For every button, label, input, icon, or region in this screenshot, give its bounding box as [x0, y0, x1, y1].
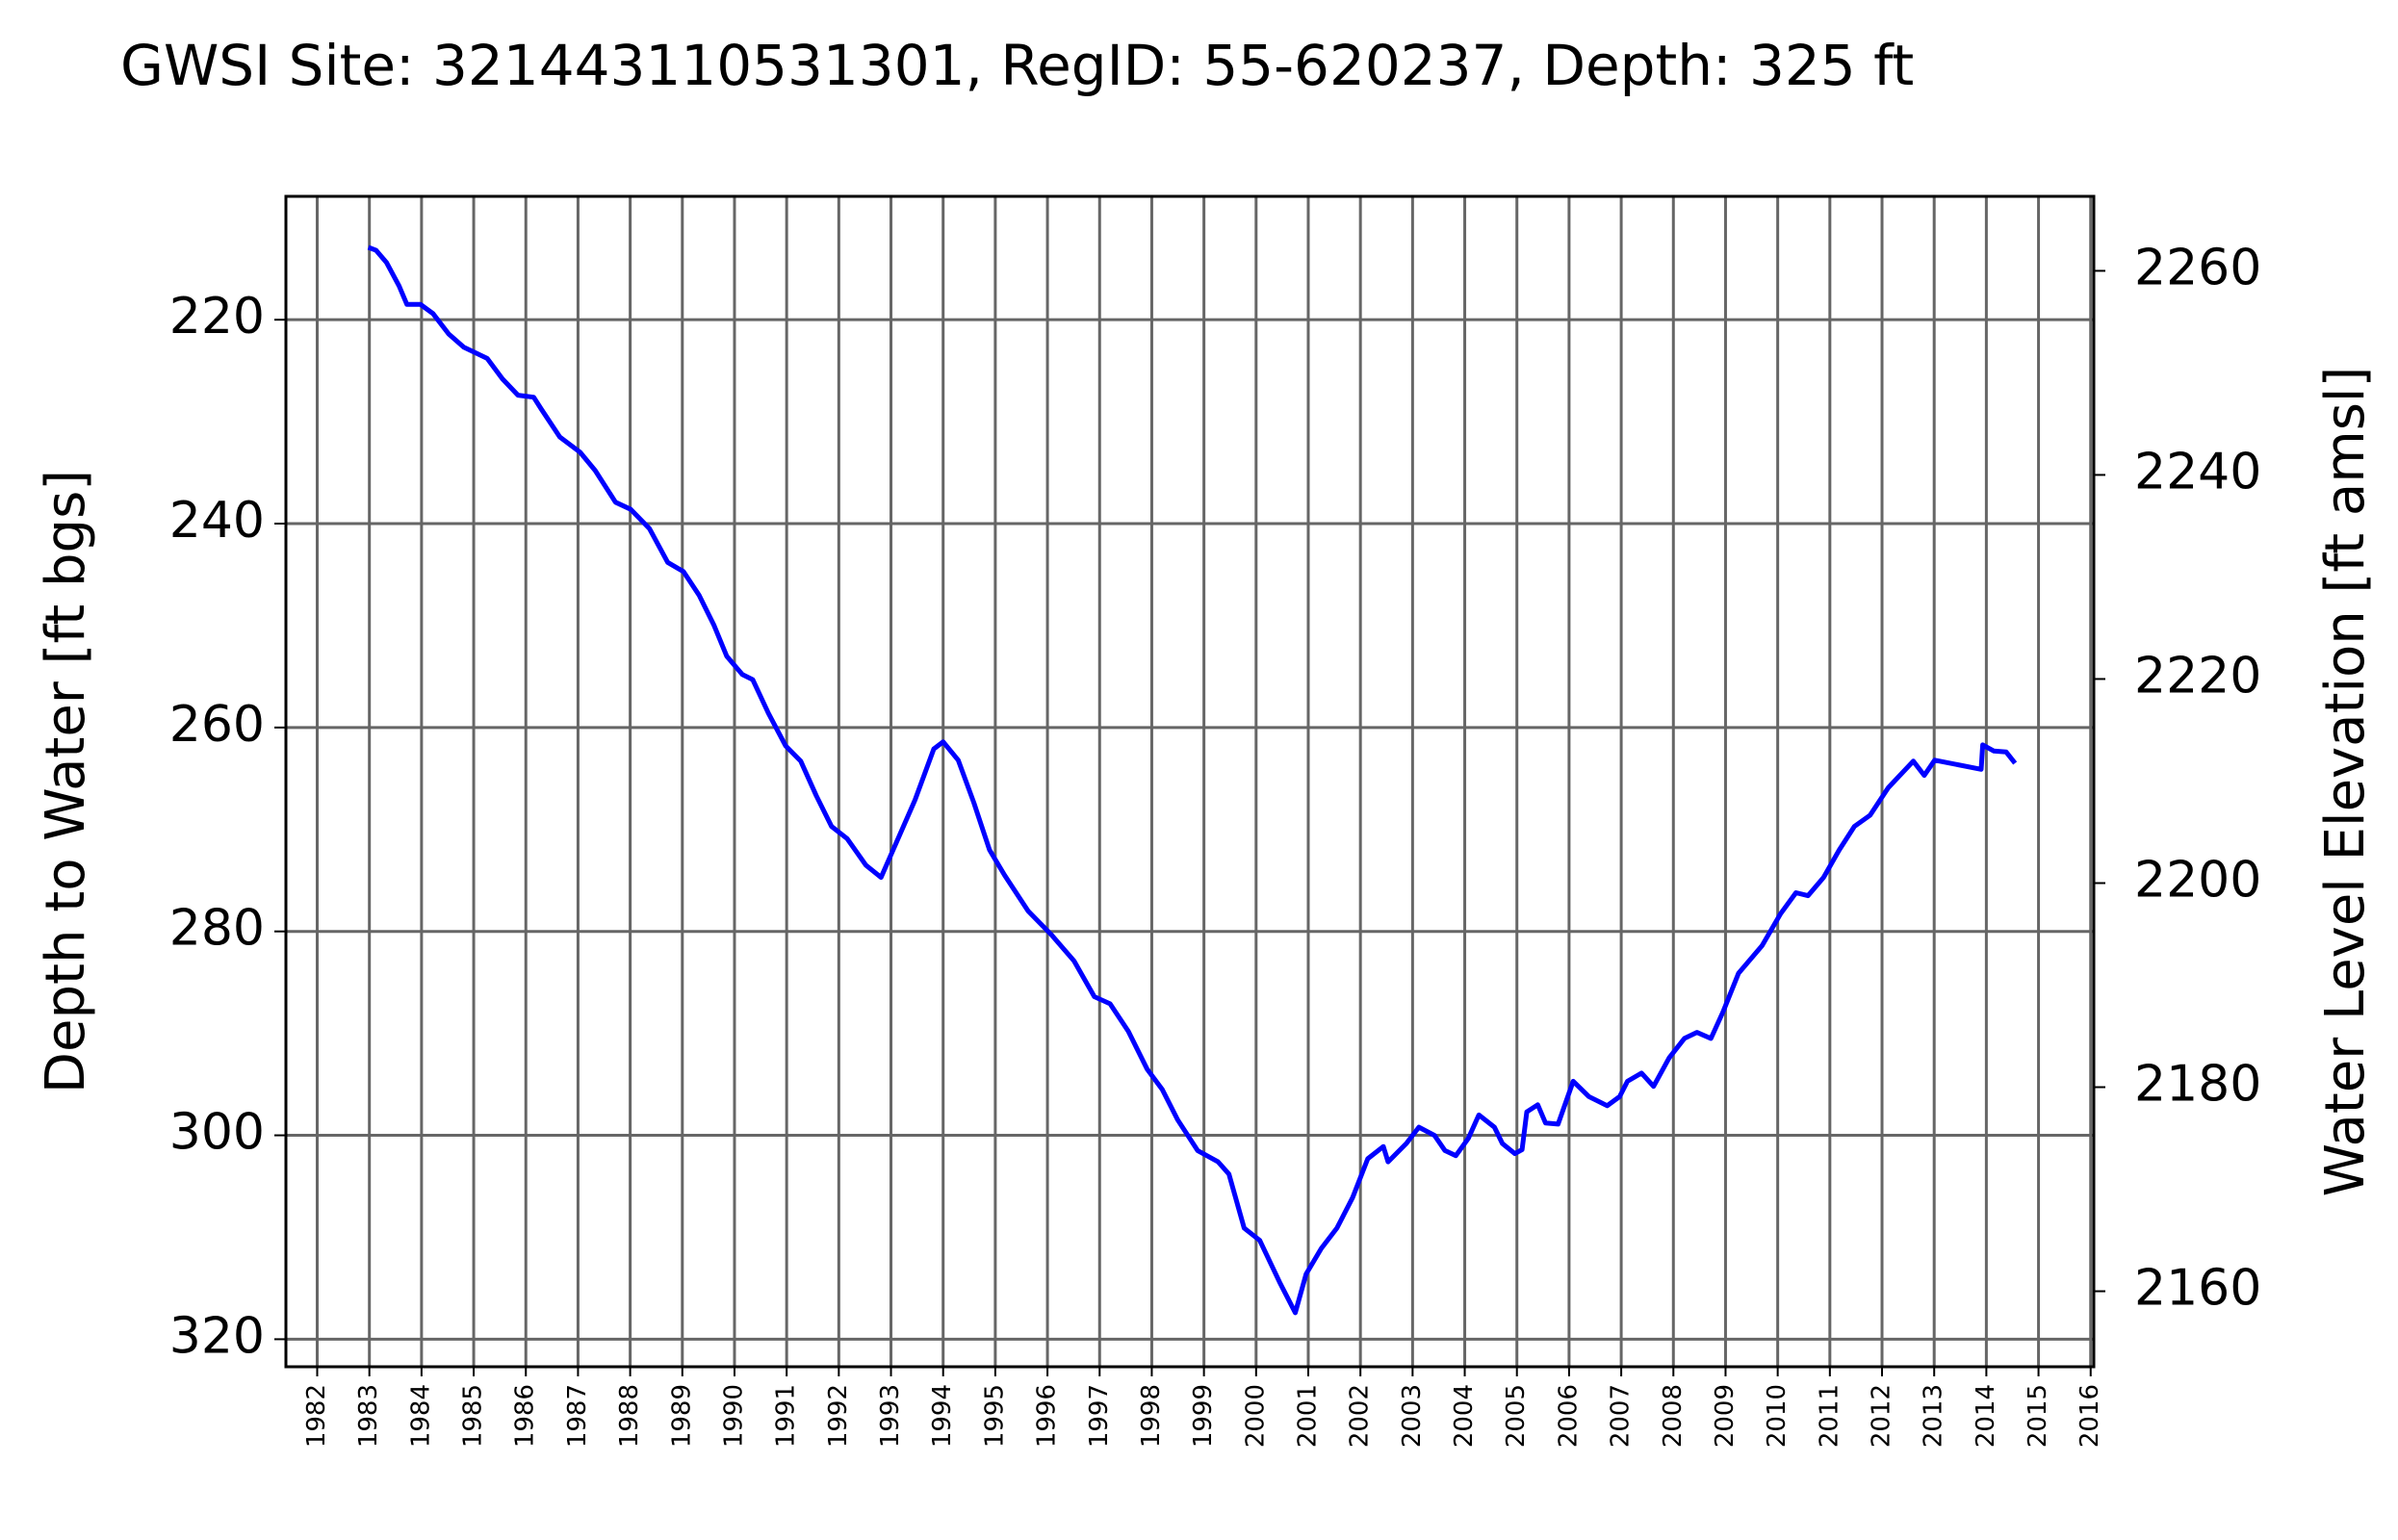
x-tick-label: 2011	[1815, 1384, 1844, 1448]
y2-tick-label: 2260	[2134, 239, 2261, 296]
x-tick-label: 1999	[1189, 1384, 1218, 1448]
x-tick-label: 2015	[2024, 1384, 2052, 1448]
x-tick-label: 2010	[1763, 1384, 1792, 1448]
data-line	[367, 244, 2018, 1316]
x-tick-label: 1997	[1085, 1384, 1114, 1448]
x-tick-label: 1992	[824, 1384, 853, 1448]
y2-tick-label: 2240	[2134, 443, 2261, 500]
x-tick-label: 2003	[1398, 1384, 1427, 1448]
x-tick-label: 1998	[1137, 1384, 1166, 1448]
x-tick-label: 2009	[1711, 1384, 1740, 1448]
x-tick-label: 2007	[1607, 1384, 1636, 1448]
y-tick-label: 320	[169, 1307, 265, 1365]
y-tick-label: 300	[169, 1104, 265, 1162]
x-tick-label: 1989	[667, 1384, 696, 1448]
y2-tick-label: 2180	[2134, 1056, 2261, 1114]
x-tick-label: 1987	[563, 1384, 592, 1448]
x-tick-label: 1996	[1033, 1384, 1062, 1448]
x-tick-label: 2016	[2076, 1384, 2104, 1448]
y-tick-label: 260	[169, 696, 265, 754]
x-tick-label: 2004	[1450, 1384, 1479, 1448]
x-tick-label: 1988	[615, 1384, 644, 1448]
x-tick-label: 2014	[1972, 1384, 2000, 1448]
x-tick-label: 1991	[772, 1384, 801, 1448]
x-tick-label: 1990	[719, 1384, 748, 1448]
x-tick-label: 2000	[1241, 1384, 1270, 1448]
x-tick-label: 2005	[1502, 1384, 1531, 1448]
y-tick-label: 280	[169, 900, 265, 958]
y-tick-label: 240	[169, 492, 265, 550]
x-tick-label: 1994	[928, 1384, 957, 1448]
x-tick-label: 1982	[302, 1384, 331, 1448]
x-tick-label: 2001	[1293, 1384, 1322, 1448]
x-tick-label: 2012	[1868, 1384, 1896, 1448]
y-axis-label: Depth to Water [ft bgs]	[35, 470, 97, 1093]
x-tick-label: 2013	[1920, 1384, 1948, 1448]
x-tick-label: 1993	[876, 1384, 905, 1448]
x-tick-label: 2002	[1346, 1384, 1375, 1448]
x-tick-label: 1995	[980, 1384, 1009, 1448]
y2-tick-label: 2220	[2134, 647, 2261, 705]
plot-frame	[284, 194, 2096, 1369]
x-tick-label: 2008	[1659, 1384, 1688, 1448]
y2-axis-label: Water Level Elevation [ft amsl]	[2314, 367, 2377, 1197]
x-tick-label: 1984	[406, 1384, 435, 1448]
x-tick-label: 2006	[1554, 1384, 1583, 1448]
chart-title: GWSI Site: 321443110531301, RegID: 55-62…	[120, 33, 1914, 98]
y2-tick-label: 2160	[2134, 1260, 2261, 1318]
x-tick-label: 1986	[511, 1384, 540, 1448]
x-tick-label: 1983	[354, 1384, 383, 1448]
y-tick-label: 220	[169, 288, 265, 346]
y2-tick-label: 2200	[2134, 851, 2261, 909]
x-tick-label: 1985	[459, 1384, 488, 1448]
